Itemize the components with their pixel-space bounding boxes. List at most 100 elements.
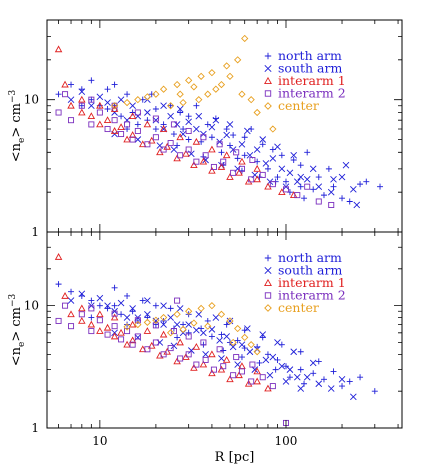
top-north-arm-point-15: [185, 136, 192, 143]
bottom-north-arm-point-46: [346, 378, 353, 385]
bottom-center-point-12: [241, 333, 249, 342]
bottom-legend-interarm-2: interarm 2: [278, 288, 346, 303]
bottom-south-arm-point-50: [170, 342, 178, 350]
top-center-point-3: [208, 69, 216, 77]
top-north-arm-point-23: [264, 165, 271, 172]
bottom-axis-ticks: [47, 231, 402, 429]
bottom-legend-center: center: [278, 300, 319, 315]
bottom-north-arm-point-4: [96, 302, 103, 309]
bottom-ylabel-sup: −3: [8, 293, 18, 307]
top-north-arm-point-42: [297, 162, 304, 169]
bottom-north-arm-point-25: [282, 363, 289, 370]
bottom-south-arm-point-53: [218, 355, 225, 362]
top-south-arm-point-17: [193, 125, 200, 133]
top-interarm-2-point-2: [68, 117, 75, 124]
bottom-interarm-2-point-12: [144, 346, 151, 353]
bottom-south-arm-point-35: [350, 393, 357, 401]
top-south-arm-point-23: [238, 140, 246, 148]
top-interarm-1-point-19: [208, 166, 216, 174]
top-north-arm-point-11: [152, 126, 159, 133]
top-center-point-7: [159, 85, 168, 93]
bottom-interarm-2-point-1: [62, 302, 69, 309]
top-north-arm-point-40: [259, 141, 266, 148]
bottom-interarm-2-point-26: [269, 383, 276, 390]
top-interarm-1-point-25: [264, 182, 272, 190]
bottom-interarm-1-point-35: [222, 356, 231, 363]
bottom-interarm-2-point-20: [210, 366, 217, 373]
top-south-arm-point-47: [330, 176, 337, 183]
bottom-north-arm-point-52: [238, 354, 245, 361]
top-north-arm-point-5: [104, 106, 111, 113]
top-south-arm-point-27: [269, 155, 277, 162]
top-center-point-14: [217, 80, 226, 89]
top-interarm-1-point-3: [78, 108, 86, 116]
top-center-point-24: [190, 83, 198, 91]
top-interarm-2-point-26: [269, 181, 276, 188]
bottom-interarm-2-point-28: [88, 305, 95, 312]
top-north-arm-point-57: [290, 157, 297, 164]
top-interarm-2-point-24: [248, 176, 255, 183]
bottom-north-arm-point-48: [124, 321, 131, 328]
bottom-north-arm-point-54: [272, 366, 279, 373]
top-ylabel-sup: −3: [8, 89, 18, 103]
bottom-south-arm-point-7: [123, 314, 131, 321]
bottom-interarm-2-point-33: [185, 333, 192, 340]
bottom-interarm-1-point-33: [192, 342, 201, 350]
top-interarm-1-point-21: [226, 173, 234, 180]
top-interarm-2-point-13: [152, 134, 159, 141]
top-interarm-1-point-4: [87, 112, 96, 120]
top-south-arm-point-33: [327, 188, 335, 196]
xtick-label-100: 100: [275, 434, 298, 448]
top-north-arm-point-34: [152, 106, 159, 113]
bottom-south-arm-point-58: [297, 385, 305, 392]
top-ylabel-open: <n: [9, 142, 24, 162]
bottom-interarm-1-point-0: [54, 253, 63, 260]
bottom-center-point-4: [159, 313, 168, 322]
top-interarm-1-point-38: [238, 157, 246, 165]
bottom-north-arm-point-40: [241, 327, 248, 334]
bottom-south-arm-point-52: [202, 351, 209, 358]
top-north-arm-point-51: [177, 109, 184, 116]
bottom-interarm-1-point-20: [217, 365, 226, 373]
top-north-arm-point-17: [208, 134, 215, 141]
bottom-north-arm-point-31: [371, 388, 378, 395]
top-north-arm-point-46: [363, 178, 370, 185]
top-interarm-2-point-8: [118, 131, 125, 138]
x-axis-label: R [pc]: [215, 450, 255, 465]
bottom-center-point-2: [185, 307, 193, 315]
bottom-points: [54, 253, 378, 426]
bottom-interarm-1-point-25: [264, 384, 272, 392]
top-north-arm-point-47: [377, 183, 384, 190]
top-interarm-1-point-33: [159, 125, 168, 132]
bottom-interarm-2-point-17: [185, 351, 192, 358]
bottom-interarm-1-point-8: [117, 328, 125, 336]
bottom-plot-frame: [46, 231, 403, 429]
bottom-center-point-7: [134, 320, 142, 329]
top-interarm-2-point-19: [202, 152, 209, 159]
top-interarm-2-point-21: [220, 158, 227, 165]
bottom-interarm-2-point-25: [259, 374, 266, 381]
top-interarm-1-point-12: [147, 136, 156, 144]
bottom-interarm-1-point-17: [190, 363, 198, 371]
bottom-interarm-1-point-37: [253, 367, 261, 375]
top-interarm-2-point-38: [200, 134, 207, 141]
top-interarm-2-point-3: [78, 102, 85, 109]
bottom-north-arm-point-44: [315, 358, 322, 365]
top-interarm-2-point-1: [62, 91, 69, 98]
bottom-interarm-1-point-9: [123, 340, 131, 348]
top-south-arm-point-25: [253, 146, 261, 153]
bottom-north-arm-point-18: [218, 331, 225, 338]
bottom-interarm-1-point-24: [253, 377, 261, 385]
top-interarm-1-point-22: [235, 168, 243, 176]
top-interarm-2-point-23: [238, 165, 245, 172]
bottom-legend-marker-south-arm: [264, 266, 272, 275]
top-interarm-1-point-32: [143, 120, 152, 128]
top-north-arm-point-59: [325, 165, 332, 172]
top-legend-south-arm: south arm: [278, 61, 342, 76]
top-north-arm-point-27: [310, 186, 317, 193]
bottom-center-point-6: [143, 318, 152, 327]
top-north-arm-point-1: [68, 81, 75, 88]
bottom-interarm-2-point-0: [55, 317, 62, 324]
top-north-arm-point-38: [223, 126, 230, 133]
top-north-arm-point-62: [174, 142, 181, 149]
